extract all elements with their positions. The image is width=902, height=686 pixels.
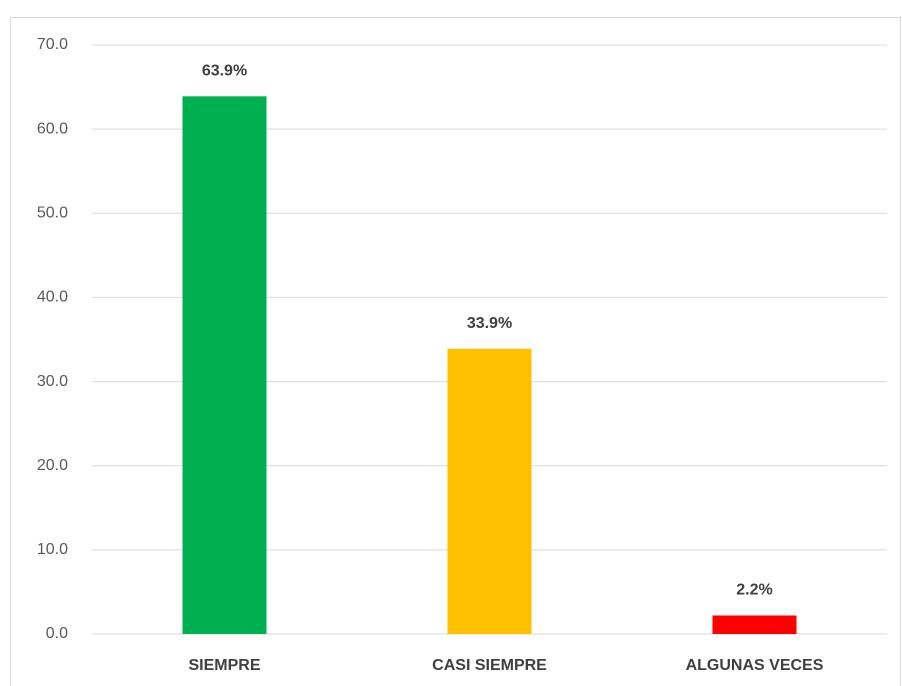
y-tick-label: 70.0 [37, 36, 68, 53]
y-tick-label: 40.0 [37, 289, 68, 306]
bar [182, 96, 267, 634]
value-label: 63.9% [202, 63, 247, 80]
y-tick-label: 0.0 [46, 625, 68, 642]
value-label: 2.2% [736, 582, 772, 599]
y-tick-label: 20.0 [37, 457, 68, 474]
x-tick-label: SIEMPRE [188, 657, 260, 674]
value-label: 33.9% [467, 315, 512, 332]
bar [712, 615, 797, 634]
y-tick-label: 50.0 [37, 205, 68, 222]
y-tick-label: 60.0 [37, 120, 68, 137]
x-tick-label: ALGUNAS VECES [686, 657, 824, 674]
x-tick-label: CASI SIEMPRE [432, 657, 547, 674]
chart-frame [10, 17, 901, 686]
y-tick-label: 30.0 [37, 373, 68, 390]
y-tick-label: 10.0 [37, 541, 68, 558]
bar [447, 348, 532, 634]
